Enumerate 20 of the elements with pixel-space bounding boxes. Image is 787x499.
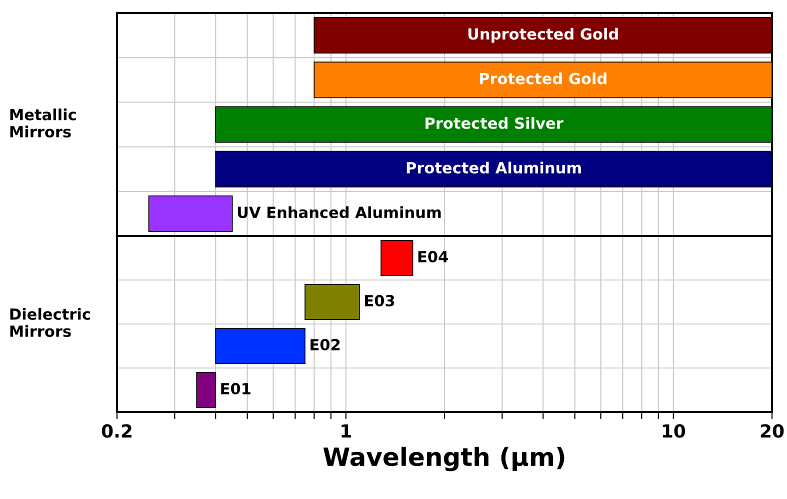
y-tick-label: E03 bbox=[365, 294, 394, 306]
x-tick-label: 20 bbox=[760, 424, 784, 438]
y-tick-label: E02 bbox=[310, 338, 340, 350]
category-label: UV Enhanced Aluminum bbox=[238, 206, 441, 218]
bar bbox=[196, 372, 216, 408]
category-label: Protected Aluminum bbox=[406, 162, 581, 174]
y-axis-title: Metallic Mirrors bbox=[10, 108, 76, 138]
bar bbox=[380, 240, 414, 276]
category-label: Protected Gold bbox=[480, 72, 606, 84]
x-tick-label: 10 bbox=[662, 424, 686, 438]
y-tick-label: E04 bbox=[418, 250, 448, 262]
bar bbox=[304, 284, 360, 320]
x-axis-title: Wavelength (µm) bbox=[323, 446, 564, 472]
category-label: Protected Silver bbox=[426, 117, 564, 129]
bar bbox=[215, 328, 306, 364]
category-label: Unprotected Gold bbox=[468, 28, 618, 43]
y-tick-label: E01 bbox=[221, 382, 250, 394]
y-axis-title: Dielectric Mirrors bbox=[10, 308, 90, 337]
x-tick-label: 1 bbox=[342, 424, 351, 438]
x-tick-label: 0.2 bbox=[102, 424, 132, 438]
